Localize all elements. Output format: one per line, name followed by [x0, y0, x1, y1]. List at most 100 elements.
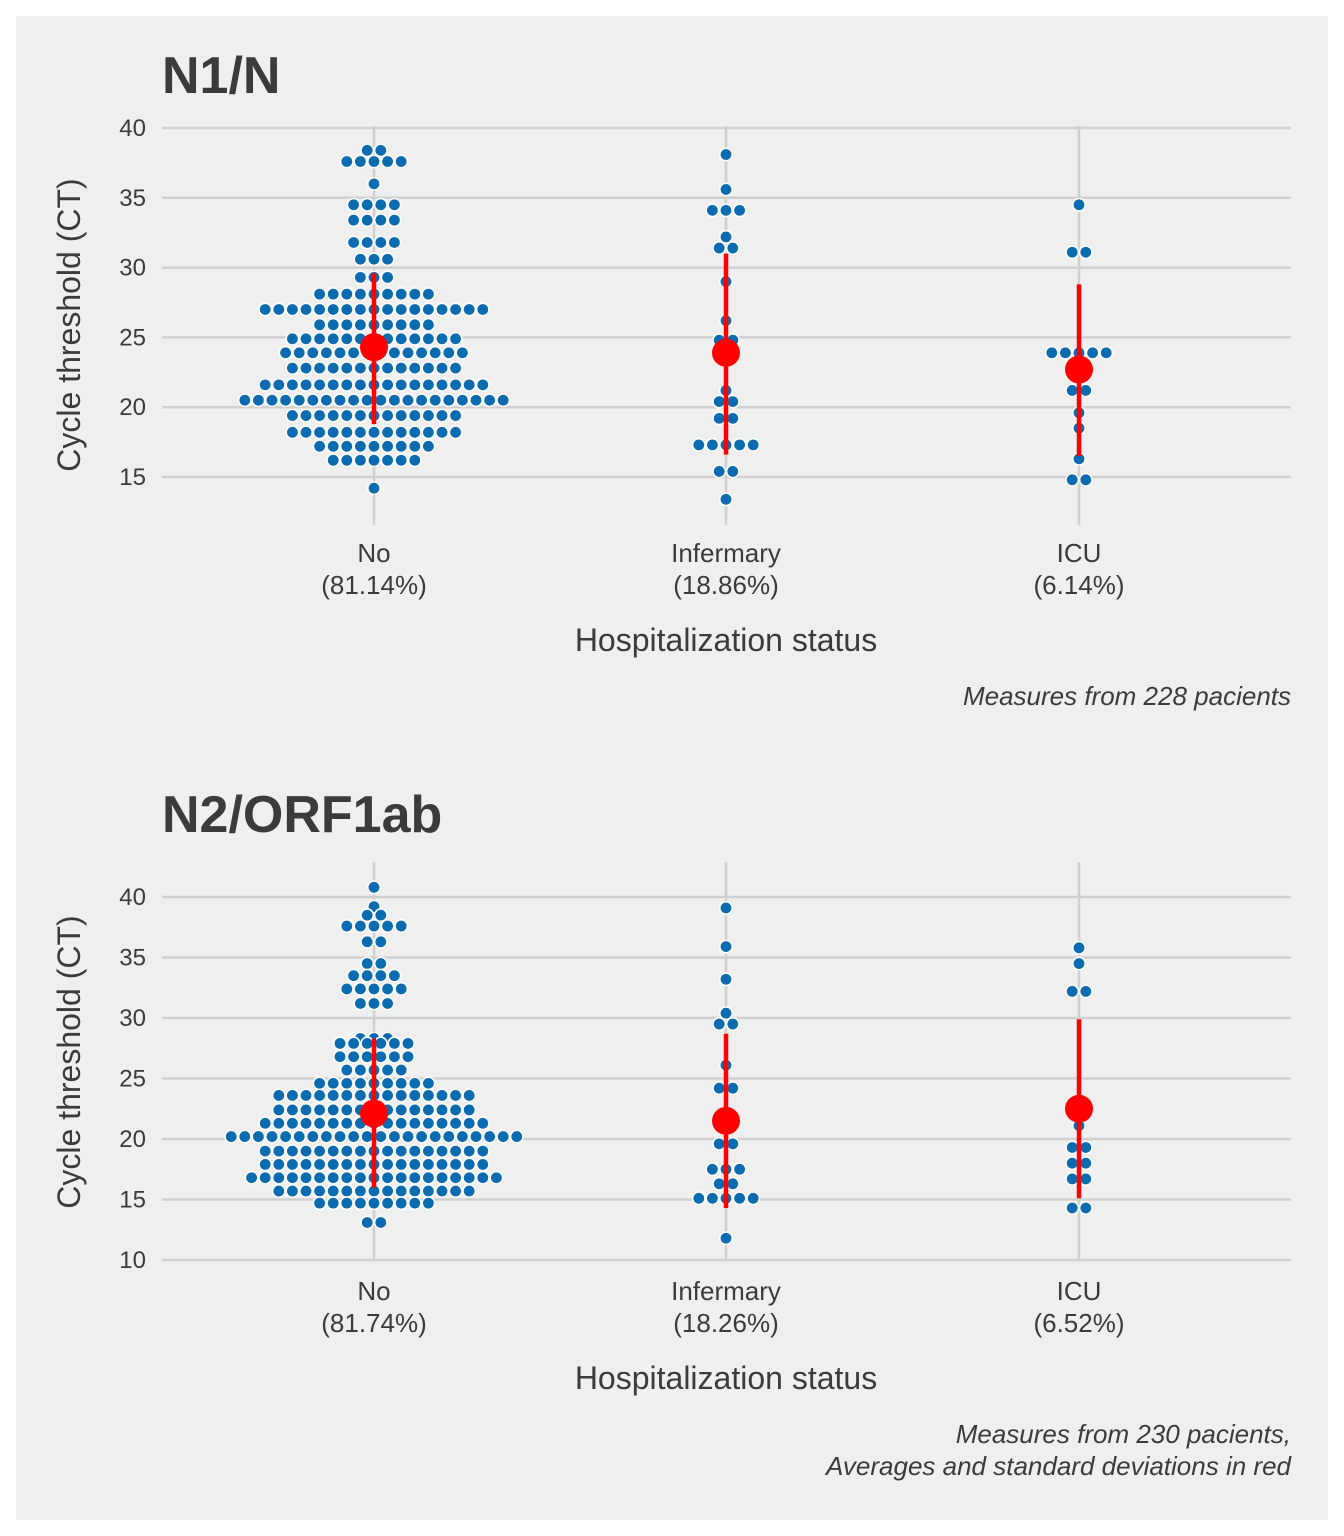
data-point	[339, 1184, 354, 1199]
data-point	[339, 302, 354, 317]
data-point	[353, 1170, 368, 1185]
data-point	[353, 302, 368, 317]
data-point	[319, 345, 334, 360]
data-point	[434, 408, 449, 423]
data-point	[387, 235, 402, 250]
data-point	[1078, 383, 1093, 398]
data-point	[394, 408, 409, 423]
mean-point	[1065, 1094, 1093, 1123]
data-point	[462, 1102, 477, 1117]
data-point	[407, 453, 422, 468]
data-point	[312, 439, 327, 454]
data-point	[468, 1129, 483, 1144]
data-point	[346, 1036, 361, 1051]
data-point	[421, 1170, 436, 1185]
data-point	[353, 377, 368, 392]
data-point	[414, 393, 429, 408]
data-point	[380, 1196, 395, 1211]
data-point	[387, 1049, 402, 1064]
chart-caption-line-2: Averages and standard deviations in red	[824, 1451, 1292, 1481]
data-point	[373, 1215, 388, 1230]
data-point	[1078, 245, 1093, 260]
data-point	[278, 345, 293, 360]
data-point	[305, 1129, 320, 1144]
data-point	[346, 197, 361, 212]
data-point	[366, 252, 381, 267]
data-point	[326, 317, 341, 332]
data-point	[434, 1144, 449, 1159]
data-point	[326, 439, 341, 454]
data-point	[271, 1170, 286, 1185]
data-point	[373, 1129, 388, 1144]
data-point	[712, 1081, 727, 1096]
data-point	[312, 425, 327, 440]
data-point	[394, 287, 409, 302]
data-point	[346, 968, 361, 983]
data-point	[455, 393, 470, 408]
data-point	[691, 437, 706, 452]
data-point	[264, 393, 279, 408]
data-point	[380, 996, 395, 1011]
data-point	[360, 1215, 375, 1230]
data-point	[712, 394, 727, 409]
data-point	[691, 1191, 706, 1206]
chart-caption-line-1: Measures from 228 pacients	[963, 681, 1291, 711]
data-point	[421, 302, 436, 317]
data-point	[1078, 984, 1093, 999]
data-point	[312, 1196, 327, 1211]
data-point	[285, 1144, 300, 1159]
data-point	[353, 1184, 368, 1199]
data-point	[312, 302, 327, 317]
data-point	[421, 1184, 436, 1199]
data-point	[380, 302, 395, 317]
data-point	[441, 345, 456, 360]
data-point	[1065, 984, 1080, 999]
data-point	[339, 1144, 354, 1159]
data-point	[434, 1170, 449, 1185]
data-point	[298, 1102, 313, 1117]
data-point	[407, 1157, 422, 1172]
data-point	[339, 1102, 354, 1117]
data-point	[414, 345, 429, 360]
data-point	[428, 1129, 443, 1144]
data-point	[258, 1157, 273, 1172]
data-point	[298, 425, 313, 440]
data-point	[360, 393, 375, 408]
x-category-label: ICU	[1057, 1276, 1102, 1306]
data-point	[380, 1144, 395, 1159]
data-point	[285, 1184, 300, 1199]
data-point	[475, 1170, 490, 1185]
data-point	[448, 1116, 463, 1131]
data-point	[271, 1184, 286, 1199]
data-point	[1058, 345, 1073, 360]
data-point	[434, 302, 449, 317]
data-point	[732, 437, 747, 452]
data-point	[346, 345, 361, 360]
data-point	[285, 408, 300, 423]
data-point	[285, 377, 300, 392]
data-point	[353, 1063, 368, 1078]
data-point	[462, 1116, 477, 1131]
data-point	[718, 900, 733, 915]
data-point	[732, 203, 747, 218]
data-point	[407, 302, 422, 317]
data-point	[407, 1102, 422, 1117]
data-point	[258, 1170, 273, 1185]
data-point	[312, 1170, 327, 1185]
data-point	[339, 1170, 354, 1185]
x-category-percent: (6.52%)	[1033, 1308, 1124, 1338]
data-point	[380, 377, 395, 392]
data-point	[428, 393, 443, 408]
data-point	[339, 1088, 354, 1103]
y-tick-label: 15	[119, 464, 146, 491]
data-point	[366, 453, 381, 468]
data-point	[258, 302, 273, 317]
data-point	[434, 361, 449, 376]
data-point	[298, 1157, 313, 1172]
data-point	[339, 287, 354, 302]
data-point	[271, 1157, 286, 1172]
data-point	[407, 377, 422, 392]
data-point	[353, 270, 368, 285]
data-point	[1065, 383, 1080, 398]
data-point	[285, 1116, 300, 1131]
